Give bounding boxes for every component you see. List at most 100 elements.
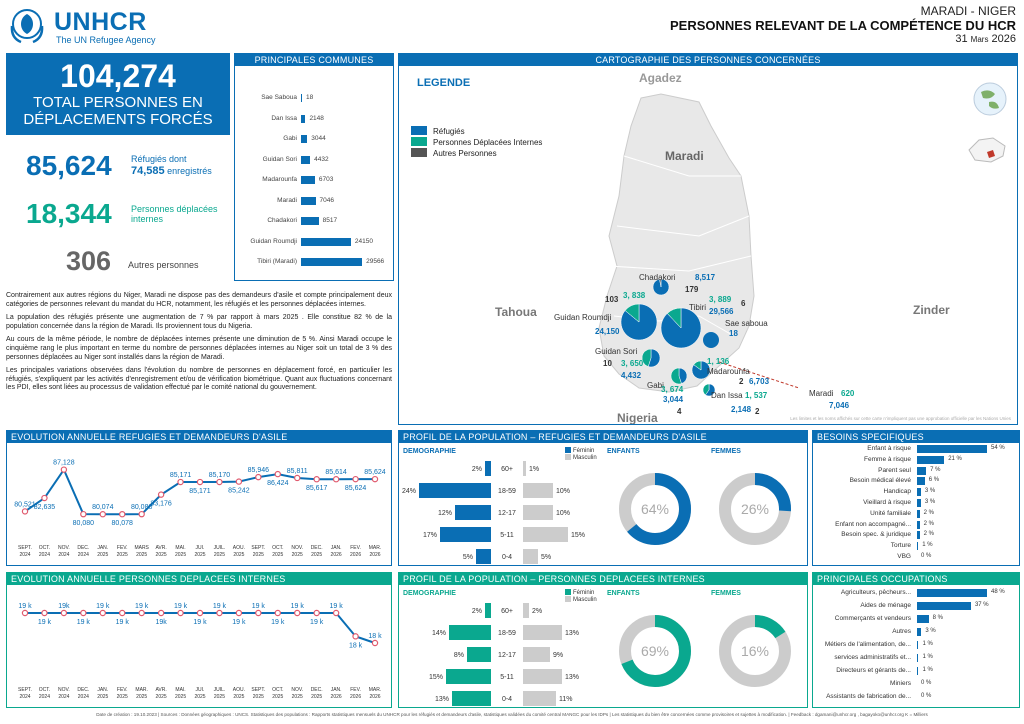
- refugees-label: Réfugiés dont: [131, 154, 187, 164]
- bar-label: Autres: [892, 628, 911, 635]
- others-label: Autres personnes: [128, 260, 199, 270]
- bar-label: Vieillard à risque: [863, 499, 911, 506]
- female-pct: 14%: [432, 630, 446, 637]
- male-pct: 2%: [532, 608, 542, 615]
- trend-point: [274, 609, 281, 617]
- trend-month-label: MAR.: [369, 545, 382, 551]
- trend-year-label: 2026: [331, 552, 342, 558]
- paragraph-3: Au cours de la même période, le nombre d…: [6, 336, 392, 361]
- label-gabi-o: 4: [677, 407, 682, 416]
- female-pct: 2%: [472, 466, 482, 473]
- trend-month-label: DEC.: [311, 545, 323, 551]
- sori-bubble-slice: [641, 348, 652, 367]
- trend-month-label: JUI.: [196, 687, 205, 693]
- commune-bar: [301, 258, 363, 266]
- trend-month-label: JAN.: [97, 687, 108, 693]
- trend-point: [235, 478, 243, 485]
- bar-label: Handicap: [883, 488, 911, 496]
- trend-year-label: 2025: [97, 694, 108, 700]
- header-titles: MARADI - NIGER PERSONNES RELEVANT DE LA …: [670, 4, 1016, 45]
- trend-month-label: MAI.: [175, 545, 185, 551]
- female-pct: 2%: [472, 608, 482, 615]
- label-tibiri-o: 6: [741, 299, 746, 308]
- bar-value: 1 %: [922, 654, 933, 660]
- idp-kpi: 18,344 Personnes déplacées internes: [26, 198, 226, 232]
- female-pct: 13%: [435, 696, 449, 703]
- trend-month-label: JAN.: [331, 687, 342, 693]
- trend-month-label: NOV.: [58, 687, 70, 693]
- trend-point: [99, 511, 106, 518]
- bar-value: 48 %: [991, 589, 1005, 595]
- trend-value-label: 19 k: [291, 603, 305, 610]
- female-bar: [485, 603, 491, 618]
- bar-label: Assistants de fabrication de...: [826, 693, 911, 700]
- bar-label: services administratifs et...: [834, 654, 911, 661]
- trend-month-label: JUIL.: [214, 545, 226, 551]
- trend-point: [313, 476, 320, 483]
- idp-label-1: Personnes déplacées: [131, 204, 218, 214]
- trend-year-label: 2025: [194, 552, 205, 558]
- bar-label: VBG: [897, 553, 911, 560]
- label-mada: Madarounfa: [707, 367, 750, 376]
- commune-name: Dan Issa: [271, 114, 297, 122]
- logo-text: UNHCR: [54, 8, 147, 36]
- bar-value: 2 %: [923, 520, 934, 527]
- paragraph-2: La population des réfugiés présente une …: [6, 314, 392, 330]
- female-pct: 17%: [423, 532, 437, 539]
- male-bar: [523, 625, 562, 640]
- bar-label: Commerçants et vendeurs: [834, 615, 911, 622]
- trend-year-label: 2025: [136, 552, 147, 558]
- age-label: 60+: [501, 608, 513, 615]
- bar-label: Miniers: [890, 680, 911, 687]
- children-donut-pct: 69%: [641, 643, 669, 659]
- trend-point: [255, 609, 262, 617]
- trend-month-label: SEPT.: [251, 545, 265, 551]
- legend-label: Autres Personnes: [433, 149, 497, 158]
- trend-point: [352, 633, 359, 640]
- trend-year-label: 2024: [58, 552, 69, 558]
- trend-point: [157, 609, 165, 617]
- idp-trend-title: EVOLUTION ANNUELLE PERSONNES DEPLACEES I…: [7, 573, 391, 585]
- female-bar: [452, 691, 491, 706]
- trend-point: [313, 609, 320, 617]
- male-bar: [523, 461, 526, 476]
- label-gabi: Gabi: [647, 381, 664, 390]
- trend-value-label: 19 k: [232, 619, 246, 626]
- trend-point: [255, 473, 262, 481]
- idp-value: 18,344: [26, 198, 112, 229]
- trend-year-label: 2025: [272, 552, 283, 558]
- label-guidan-o: 103: [605, 295, 619, 304]
- age-label: 18-59: [498, 630, 516, 637]
- bar-label: Directeurs et gérants de...: [836, 667, 911, 674]
- trend-month-label: SEPT.: [18, 687, 32, 693]
- total-value: 104,274: [60, 58, 176, 94]
- label-guidan-i: 3, 838: [623, 291, 646, 300]
- map-title: CARTOGRAPHIE DES PERSONNES CONCERNÉES: [399, 54, 1017, 66]
- trend-month-label: JUIL.: [214, 687, 226, 693]
- legend-label: Réfugiés: [433, 127, 465, 136]
- bar-label: Femme à risque: [864, 455, 911, 463]
- bar-label: Métiers de l'alimentation, de...: [824, 641, 911, 648]
- trend-point: [119, 510, 126, 518]
- trend-point: [177, 609, 184, 617]
- trend-value-label: 85,171: [170, 472, 192, 479]
- bar-label: Unité familiale: [870, 509, 911, 517]
- bar-label: Enfant à risque: [867, 445, 911, 452]
- label-maradi-r: 7,046: [829, 401, 850, 410]
- bar-value: 1 %: [922, 667, 933, 673]
- unhcr-emblem-icon: [10, 9, 44, 44]
- map-bubbles: [620, 278, 719, 397]
- trend-value-label: 19 k: [135, 603, 149, 610]
- trend-year-label: 2024: [58, 694, 69, 700]
- trend-point: [216, 478, 223, 486]
- maradi-leader-line: [718, 361, 800, 389]
- trend-point: [41, 609, 48, 617]
- bar-value: 2 %: [923, 531, 934, 538]
- trend-point: [60, 466, 68, 473]
- trend-value-label: 83,176: [150, 501, 172, 508]
- bar-value: 0 %: [921, 693, 932, 699]
- bar: [917, 455, 945, 464]
- label-sae: Sae saboua: [725, 319, 768, 328]
- bar-value: 1 %: [922, 542, 933, 549]
